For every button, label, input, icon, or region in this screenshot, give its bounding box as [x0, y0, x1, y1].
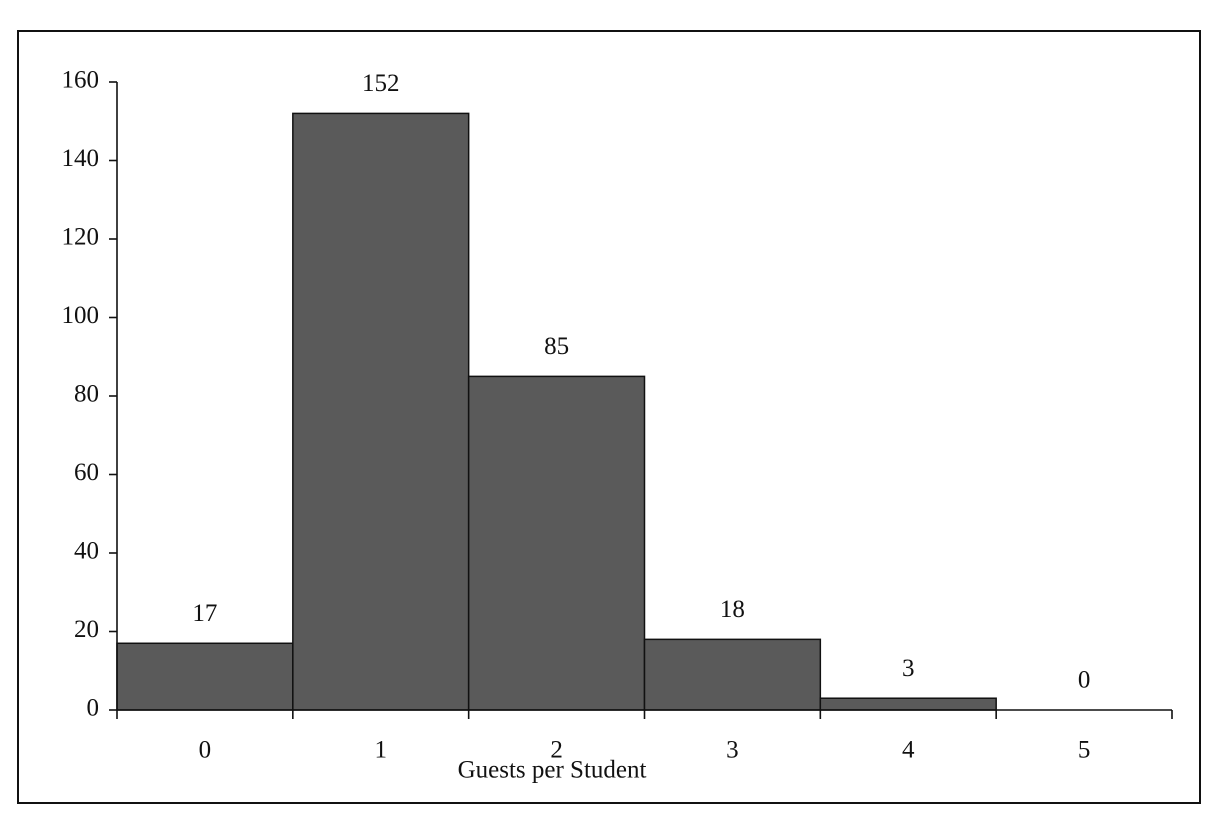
y-tick-label: 80: [74, 381, 99, 408]
bar: [819, 697, 997, 711]
x-axis-title: Guests per Student: [458, 757, 647, 784]
y-tick-label: 140: [62, 145, 100, 172]
x-tick-label: 4: [902, 737, 915, 764]
y-tick-label: 20: [74, 616, 99, 643]
x-tick-label: 0: [199, 737, 212, 764]
data-label: 17: [192, 600, 217, 627]
data-label: 18: [720, 596, 745, 623]
bar: [643, 638, 822, 711]
y-tick-label: 160: [62, 67, 100, 94]
y-tick-label: 0: [87, 695, 100, 722]
bar: [467, 375, 646, 711]
x-tick-label: 3: [726, 737, 739, 764]
bar: [292, 112, 470, 711]
x-tick-label: 1: [375, 737, 388, 764]
bar: [116, 642, 294, 711]
y-tick-label: 100: [62, 302, 100, 329]
x-tick-label: 2: [550, 737, 563, 764]
data-label: 3: [902, 655, 915, 682]
data-label: 0: [1078, 667, 1091, 694]
y-tick-label: 40: [74, 538, 99, 565]
data-label: 85: [544, 333, 569, 360]
y-tick-label: 120: [62, 224, 100, 251]
x-tick-label: 5: [1078, 737, 1091, 764]
y-tick-label: 60: [74, 459, 99, 486]
data-label: 152: [362, 70, 400, 97]
